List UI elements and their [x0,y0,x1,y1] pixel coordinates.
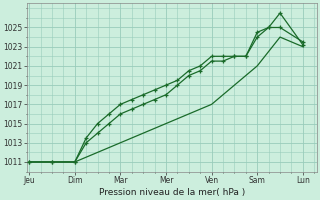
X-axis label: Pression niveau de la mer( hPa ): Pression niveau de la mer( hPa ) [99,188,245,197]
